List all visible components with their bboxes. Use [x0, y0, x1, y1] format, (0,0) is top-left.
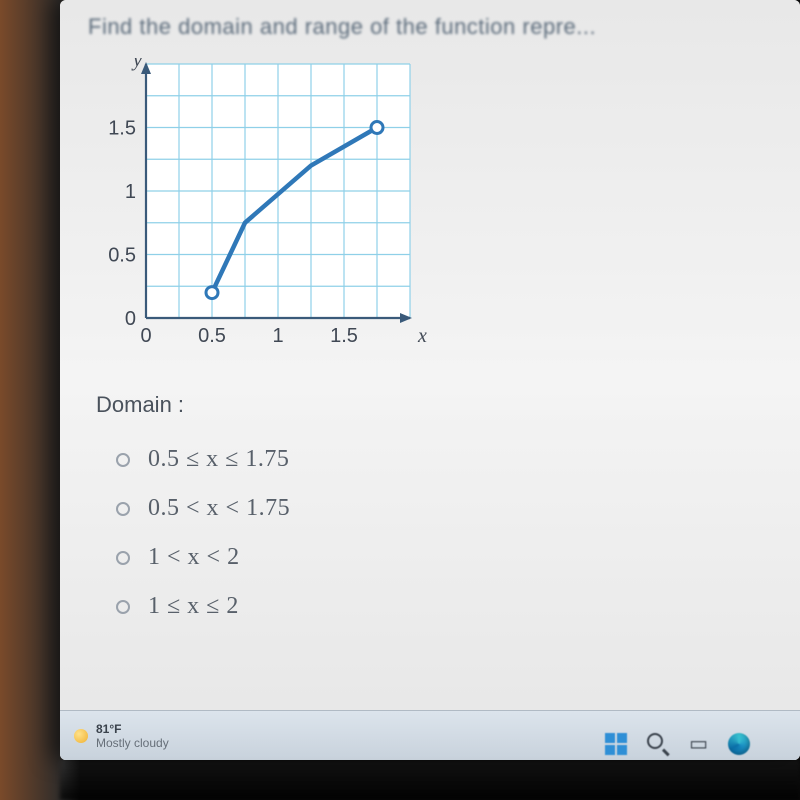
weather-text: 81°F Mostly cloudy [96, 722, 169, 750]
svg-text:x: x [417, 325, 427, 347]
option-2[interactable]: 0.5 < x < 1.75 [116, 495, 780, 522]
option-2-label: 0.5 < x < 1.75 [148, 495, 290, 522]
radio-icon [116, 551, 130, 565]
svg-text:0: 0 [125, 308, 136, 330]
option-4[interactable]: 1 ≤ x ≤ 2 [116, 593, 780, 620]
option-3-label: 1 < x < 2 [148, 544, 240, 571]
radio-icon [116, 600, 130, 614]
weather-temp: 81°F [96, 722, 169, 736]
svg-text:1: 1 [125, 181, 136, 203]
page-content: Find the domain and range of the functio… [60, 0, 800, 760]
bezel-shadow [60, 760, 800, 800]
domain-label: Domain : [96, 392, 780, 418]
option-3[interactable]: 1 < x < 2 [116, 544, 780, 571]
weather-desc: Mostly cloudy [96, 736, 169, 750]
svg-text:0: 0 [140, 325, 151, 347]
svg-text:y: y [131, 58, 142, 71]
svg-text:1.5: 1.5 [330, 325, 358, 347]
option-1-label: 0.5 ≤ x ≤ 1.75 [148, 446, 289, 473]
taskbar: 81°F Mostly cloudy ▭ [60, 710, 800, 760]
svg-text:1: 1 [272, 325, 283, 347]
weather-widget[interactable]: 81°F Mostly cloudy [74, 722, 169, 750]
radio-icon [116, 453, 130, 467]
edge-icon[interactable] [728, 733, 750, 755]
sun-icon [74, 729, 88, 743]
question-text: Find the domain and range of the functio… [88, 14, 780, 40]
radio-icon [116, 502, 130, 516]
task-view-icon[interactable]: ▭ [689, 731, 708, 756]
windows-start-icon[interactable] [605, 733, 627, 755]
function-chart: 0 0.5 1 1.5 0 0.5 1 1.5 y x [92, 58, 432, 358]
option-4-label: 1 ≤ x ≤ 2 [148, 593, 239, 620]
screen: Find the domain and range of the functio… [60, 0, 800, 760]
chart-svg: 0 0.5 1 1.5 0 0.5 1 1.5 y x [92, 58, 432, 358]
svg-text:1.5: 1.5 [108, 118, 136, 140]
option-1[interactable]: 0.5 ≤ x ≤ 1.75 [116, 446, 780, 473]
svg-text:0.5: 0.5 [198, 325, 226, 347]
answer-options: 0.5 ≤ x ≤ 1.75 0.5 < x < 1.75 1 < x < 2 … [116, 446, 780, 620]
task-icons: ▭ [605, 731, 750, 756]
svg-text:0.5: 0.5 [108, 245, 136, 267]
search-icon[interactable] [647, 733, 669, 755]
